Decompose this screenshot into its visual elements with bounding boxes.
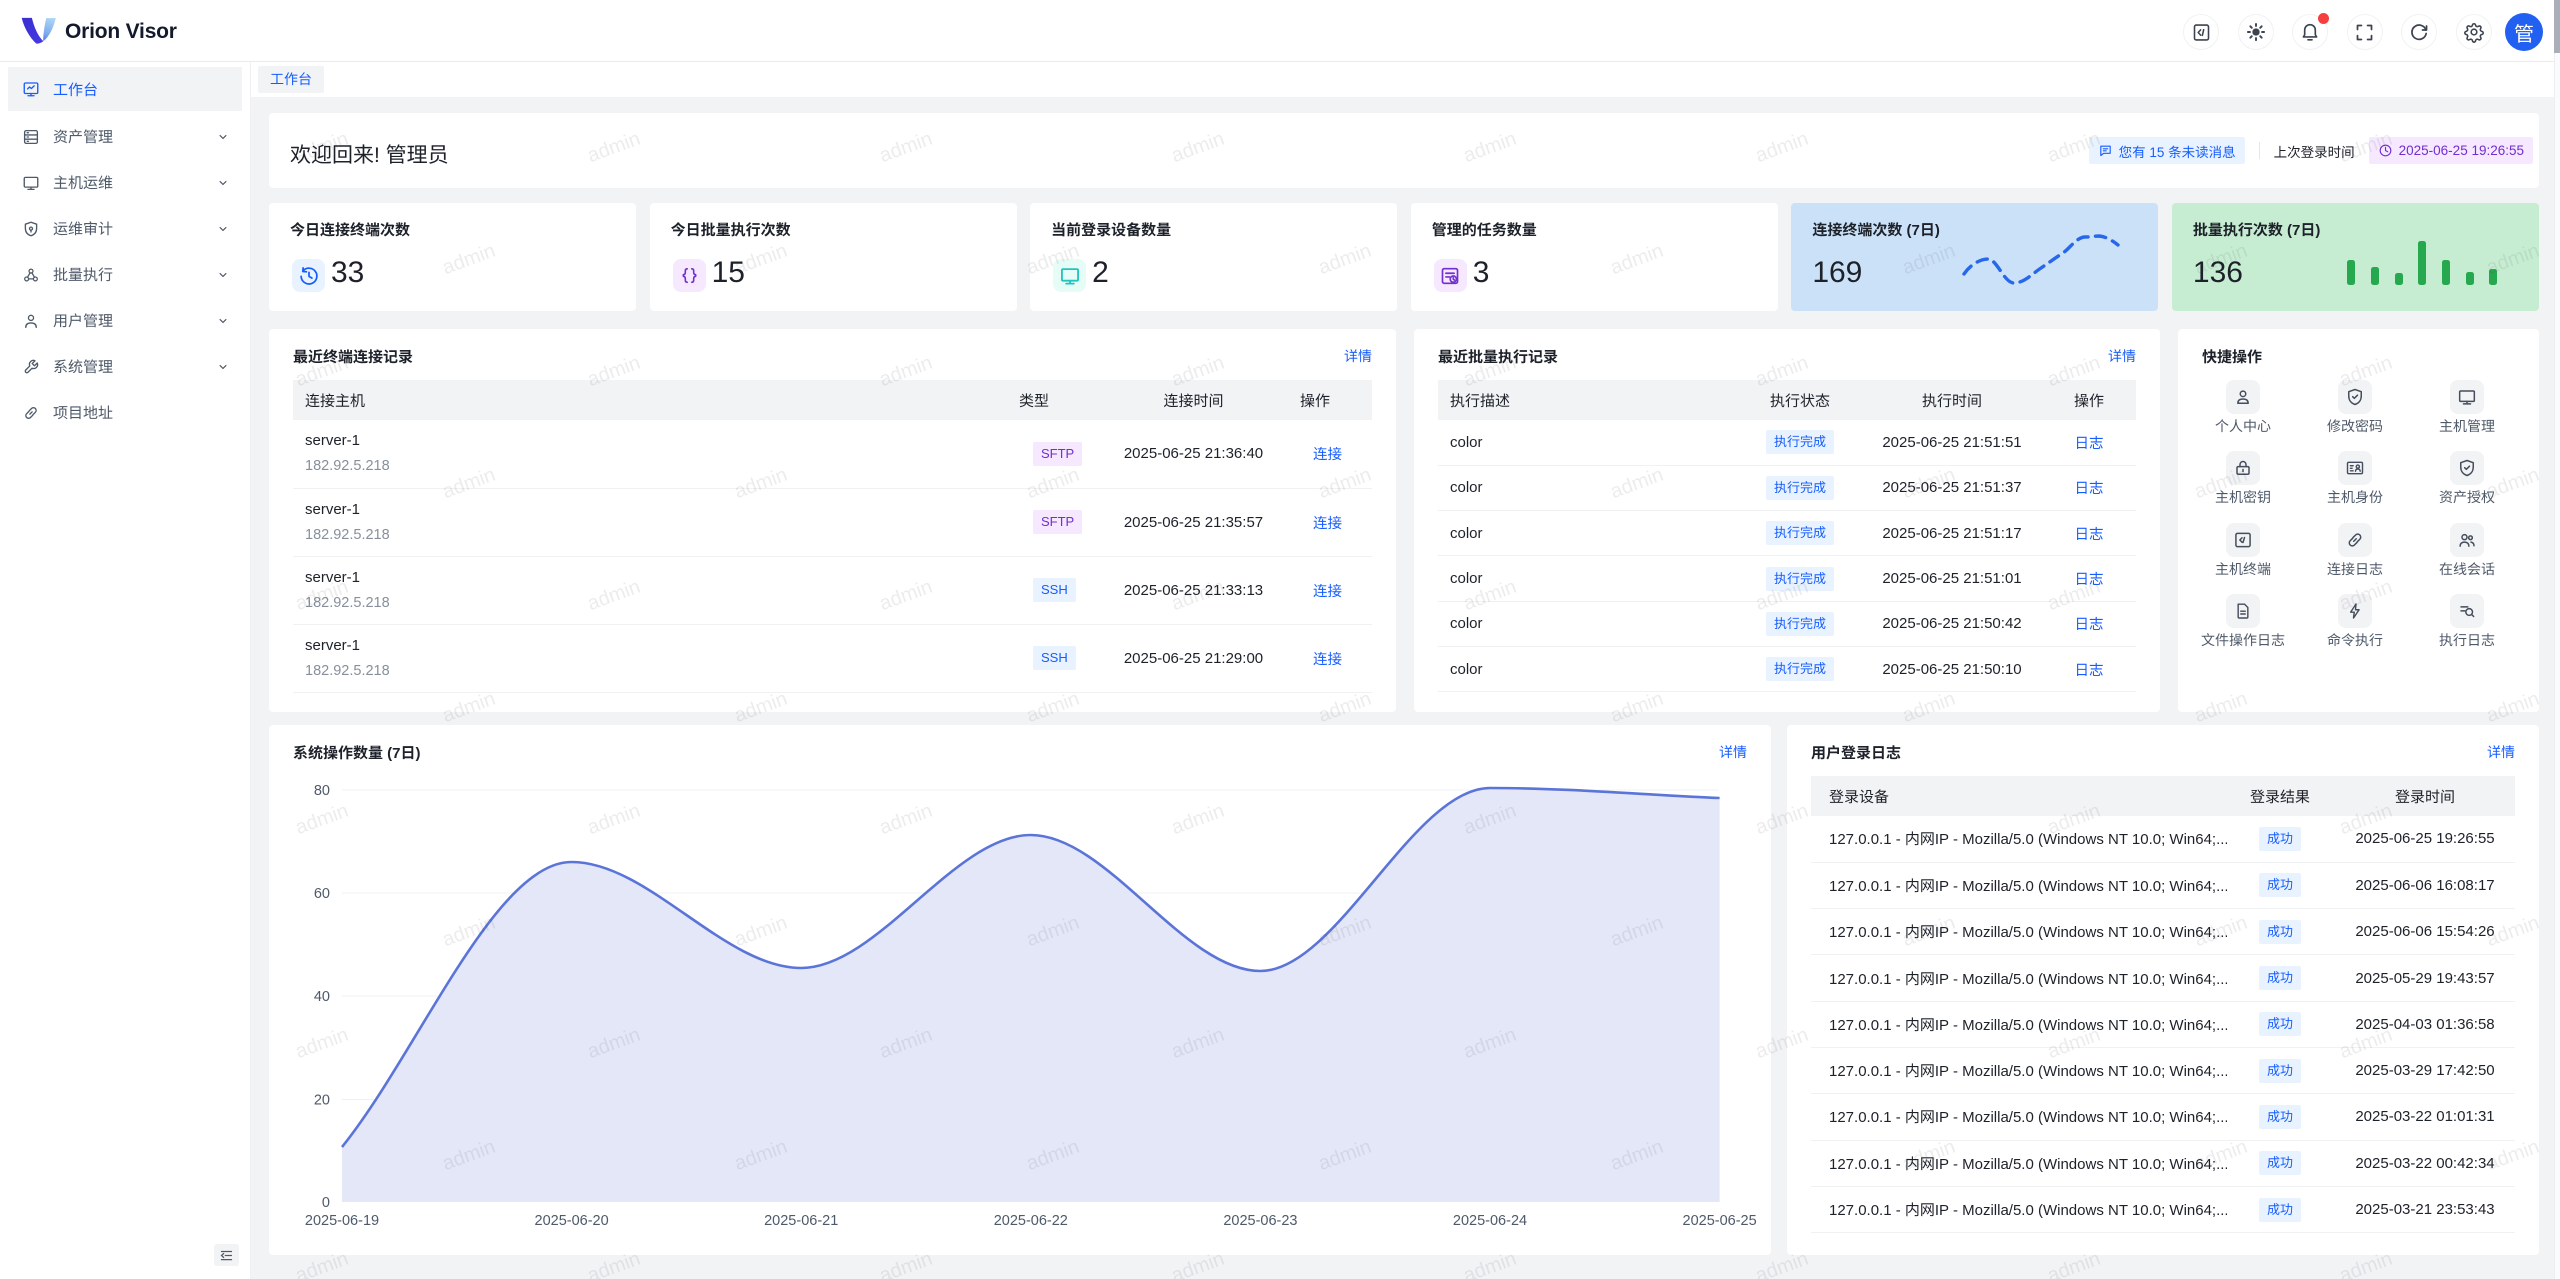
svg-text:2025-06-25: 2025-06-25 [1683,1213,1757,1229]
svg-text:2025-06-19: 2025-06-19 [305,1213,379,1229]
svg-text:60: 60 [314,886,330,902]
svg-text:2025-06-22: 2025-06-22 [994,1213,1068,1229]
svg-text:20: 20 [314,1093,330,1109]
svg-text:0: 0 [322,1195,330,1211]
svg-text:2025-06-24: 2025-06-24 [1453,1213,1527,1229]
svg-text:40: 40 [314,989,330,1005]
svg-text:2025-06-21: 2025-06-21 [764,1213,838,1229]
svg-text:2025-06-20: 2025-06-20 [535,1213,609,1229]
svg-text:2025-06-23: 2025-06-23 [1223,1213,1297,1229]
svg-text:80: 80 [314,783,330,799]
